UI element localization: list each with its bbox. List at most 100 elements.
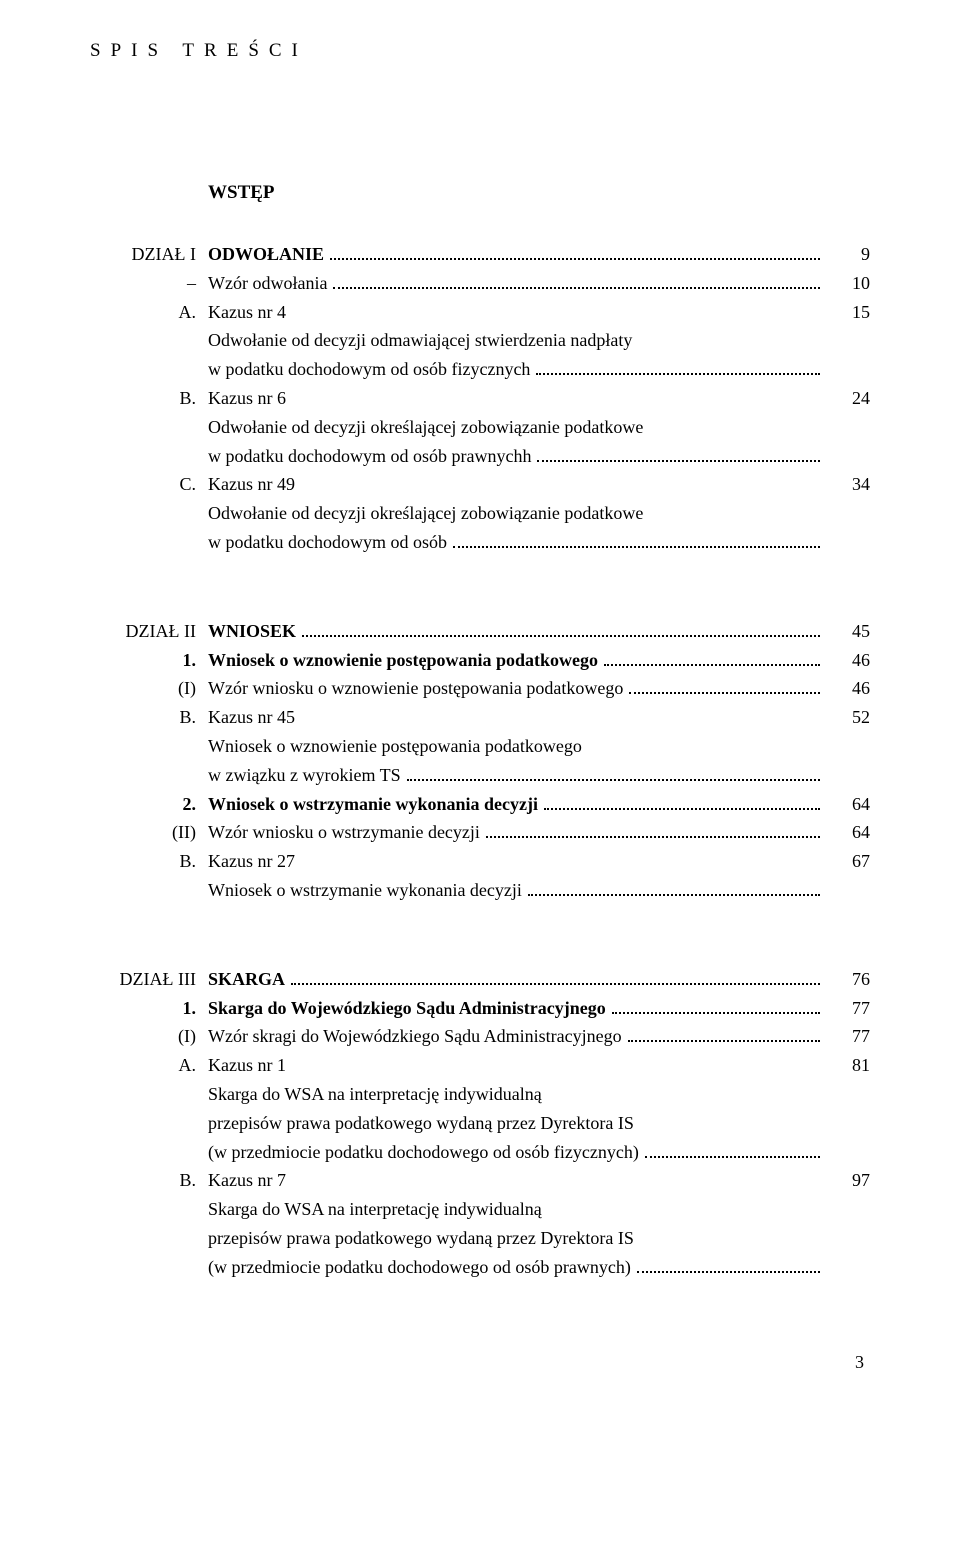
leader-dots bbox=[407, 763, 820, 781]
leader-dots bbox=[628, 1024, 820, 1042]
toc-row-lastline: Wniosek o wstrzymanie wykonania decyzji bbox=[208, 876, 522, 905]
toc-row-label: B. bbox=[90, 1166, 208, 1195]
toc-row-text: Kazus nr 49Odwołanie od decyzji określaj… bbox=[208, 470, 826, 556]
toc-row: 1.Wniosek o wznowienie postępowania poda… bbox=[90, 646, 870, 675]
toc-row: A.Kazus nr 4Odwołanie od decyzji odmawia… bbox=[90, 298, 870, 384]
toc-row-preline: Kazus nr 7 bbox=[208, 1166, 826, 1195]
toc-row: DZIAŁ IIISKARGA76 bbox=[90, 965, 870, 994]
toc-row: (II)Wzór wniosku o wstrzymanie decyzji 64 bbox=[90, 818, 870, 847]
toc-row-text: Kazus nr 7Skarga do WSA na interpretację… bbox=[208, 1166, 826, 1281]
toc-row-page: 77 bbox=[826, 1022, 870, 1051]
leader-dots bbox=[536, 357, 820, 375]
toc-row-page: 34 bbox=[826, 470, 870, 499]
toc-row-text: Wzór odwołania bbox=[208, 269, 826, 298]
toc-row-title: Wzór skragi do Wojewódzkiego Sądu Admini… bbox=[208, 1022, 622, 1051]
intro-heading: WSTĘP bbox=[208, 182, 870, 204]
toc-row-label: (I) bbox=[90, 1022, 208, 1051]
toc-row-page: 24 bbox=[826, 384, 870, 413]
leader-dots bbox=[645, 1140, 820, 1158]
toc-row-title: Wzór wniosku o wstrzymanie decyzji bbox=[208, 818, 480, 847]
toc-row: A.Kazus nr 1Skarga do WSA na interpretac… bbox=[90, 1051, 870, 1166]
toc-row-page: 46 bbox=[826, 646, 870, 675]
toc-row-preline: Kazus nr 1 bbox=[208, 1051, 826, 1080]
toc-row-preline: Kazus nr 49 bbox=[208, 470, 826, 499]
toc-row: DZIAŁ IODWOŁANIE9 bbox=[90, 240, 870, 269]
toc-section: DZIAŁ IODWOŁANIE9–Wzór odwołania10A.Kazu… bbox=[90, 240, 870, 557]
toc-row-text: Kazus nr 45Wniosek o wznowienie postępow… bbox=[208, 703, 826, 789]
toc-row-title: WNIOSEK bbox=[208, 617, 296, 646]
toc-row-page: 76 bbox=[826, 965, 870, 994]
toc-row-preline: Kazus nr 4 bbox=[208, 298, 826, 327]
toc-row-page: 77 bbox=[826, 994, 870, 1023]
leader-dots bbox=[302, 619, 820, 637]
toc-row-label: C. bbox=[90, 470, 208, 499]
toc-row-preline: Odwołanie od decyzji odmawiającej stwier… bbox=[208, 326, 826, 355]
toc-row: B.Kazus nr 7Skarga do WSA na interpretac… bbox=[90, 1166, 870, 1281]
toc-row-text: WNIOSEK bbox=[208, 617, 826, 646]
toc-row-preline: Odwołanie od decyzji określającej zobowi… bbox=[208, 413, 826, 442]
toc-row-label: B. bbox=[90, 384, 208, 413]
toc-row-label: (I) bbox=[90, 674, 208, 703]
leader-dots bbox=[291, 967, 820, 985]
toc-row-preline: Skarga do WSA na interpretację indywidua… bbox=[208, 1080, 826, 1109]
toc-row-text: Wzór wniosku o wstrzymanie decyzji bbox=[208, 818, 826, 847]
toc-row: C.Kazus nr 49Odwołanie od decyzji określ… bbox=[90, 470, 870, 556]
toc-row: 2.Wniosek o wstrzymanie wykonania decyzj… bbox=[90, 790, 870, 819]
toc-row-preline: Odwołanie od decyzji określającej zobowi… bbox=[208, 499, 826, 528]
toc-row-preline: Kazus nr 27 bbox=[208, 847, 826, 876]
leader-dots bbox=[629, 676, 820, 694]
toc-row-page: 46 bbox=[826, 674, 870, 703]
toc-row-title: ODWOŁANIE bbox=[208, 240, 324, 269]
toc-row-text: Kazus nr 4Odwołanie od decyzji odmawiają… bbox=[208, 298, 826, 384]
leader-dots bbox=[537, 444, 820, 462]
toc-row-lastline: w podatku dochodowym od osób fizycznych bbox=[208, 355, 530, 384]
toc-row-label: – bbox=[90, 269, 208, 298]
toc-row-page: 10 bbox=[826, 269, 870, 298]
toc-row-lastline: w podatku dochodowym od osób bbox=[208, 528, 447, 557]
toc-row-label: B. bbox=[90, 703, 208, 732]
toc-row-text: Kazus nr 6Odwołanie od decyzji określają… bbox=[208, 384, 826, 470]
toc-row-label: 2. bbox=[90, 790, 208, 819]
toc-row-preline: Wniosek o wznowienie postępowania podatk… bbox=[208, 732, 826, 761]
leader-dots bbox=[612, 996, 820, 1014]
toc-row-text: ODWOŁANIE bbox=[208, 240, 826, 269]
leader-dots bbox=[330, 242, 820, 260]
toc-row-text: Wzór skragi do Wojewódzkiego Sądu Admini… bbox=[208, 1022, 826, 1051]
toc-row: 1.Skarga do Wojewódzkiego Sądu Administr… bbox=[90, 994, 870, 1023]
toc-row-lastline: w podatku dochodowym od osób prawnychh bbox=[208, 442, 531, 471]
toc-row-label: 1. bbox=[90, 646, 208, 675]
toc-row: B.Kazus nr 6Odwołanie od decyzji określa… bbox=[90, 384, 870, 470]
toc-row-title: Wzór wniosku o wznowienie postępowania p… bbox=[208, 674, 623, 703]
toc-row-page: 81 bbox=[826, 1051, 870, 1080]
toc-row-label: A. bbox=[90, 1051, 208, 1080]
leader-dots bbox=[544, 792, 820, 810]
toc-row-label: A. bbox=[90, 298, 208, 327]
leader-dots bbox=[604, 648, 820, 666]
toc-row: B.Kazus nr 45Wniosek o wznowienie postęp… bbox=[90, 703, 870, 789]
toc-row-preline: Kazus nr 6 bbox=[208, 384, 826, 413]
toc-row: (I)Wzór wniosku o wznowienie postępowani… bbox=[90, 674, 870, 703]
toc-row: –Wzór odwołania10 bbox=[90, 269, 870, 298]
toc-row-page: 15 bbox=[826, 298, 870, 327]
toc-row-preline: przepisów prawa podatkowego wydaną przez… bbox=[208, 1109, 826, 1138]
leader-dots bbox=[453, 530, 820, 548]
toc-row-label: B. bbox=[90, 847, 208, 876]
toc-row-page: 52 bbox=[826, 703, 870, 732]
toc-row: DZIAŁ IIWNIOSEK45 bbox=[90, 617, 870, 646]
toc-row-text: Wniosek o wznowienie postępowania podatk… bbox=[208, 646, 826, 675]
toc-row-page: 45 bbox=[826, 617, 870, 646]
toc-row: (I)Wzór skragi do Wojewódzkiego Sądu Adm… bbox=[90, 1022, 870, 1051]
leader-dots bbox=[333, 271, 820, 289]
toc-row-lastline: (w przedmiocie podatku dochodowego od os… bbox=[208, 1253, 631, 1282]
toc-row-text: SKARGA bbox=[208, 965, 826, 994]
toc-section: DZIAŁ IIWNIOSEK451.Wniosek o wznowienie … bbox=[90, 617, 870, 905]
toc-row-page: 64 bbox=[826, 818, 870, 847]
toc-row-page: 97 bbox=[826, 1166, 870, 1195]
toc-row-label: (II) bbox=[90, 818, 208, 847]
table-of-contents: DZIAŁ IODWOŁANIE9–Wzór odwołania10A.Kazu… bbox=[90, 240, 870, 1282]
toc-row-text: Kazus nr 1Skarga do WSA na interpretację… bbox=[208, 1051, 826, 1166]
page-number-footer: 3 bbox=[90, 1352, 870, 1373]
toc-row-title: Wniosek o wstrzymanie wykonania decyzji bbox=[208, 790, 538, 819]
leader-dots bbox=[637, 1255, 820, 1273]
leader-dots bbox=[486, 820, 820, 838]
